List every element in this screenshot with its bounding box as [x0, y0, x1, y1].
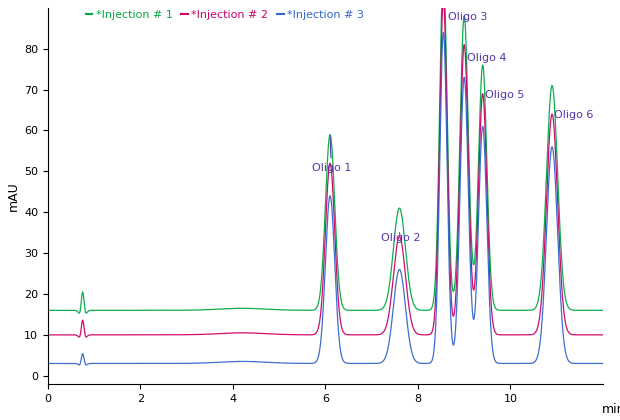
Text: Oligo 2: Oligo 2 [381, 233, 420, 243]
Y-axis label: mAU: mAU [7, 181, 20, 211]
Text: Oligo 5: Oligo 5 [485, 90, 525, 100]
Text: Oligo 6: Oligo 6 [554, 110, 594, 120]
Text: Oligo 3: Oligo 3 [448, 12, 487, 22]
Legend: *Injection # 1, *Injection # 2, *Injection # 3: *Injection # 1, *Injection # 2, *Injecti… [81, 6, 369, 25]
X-axis label: min: min [602, 403, 620, 416]
Text: Oligo 1: Oligo 1 [312, 137, 351, 173]
Text: Oligo 4: Oligo 4 [466, 53, 506, 63]
